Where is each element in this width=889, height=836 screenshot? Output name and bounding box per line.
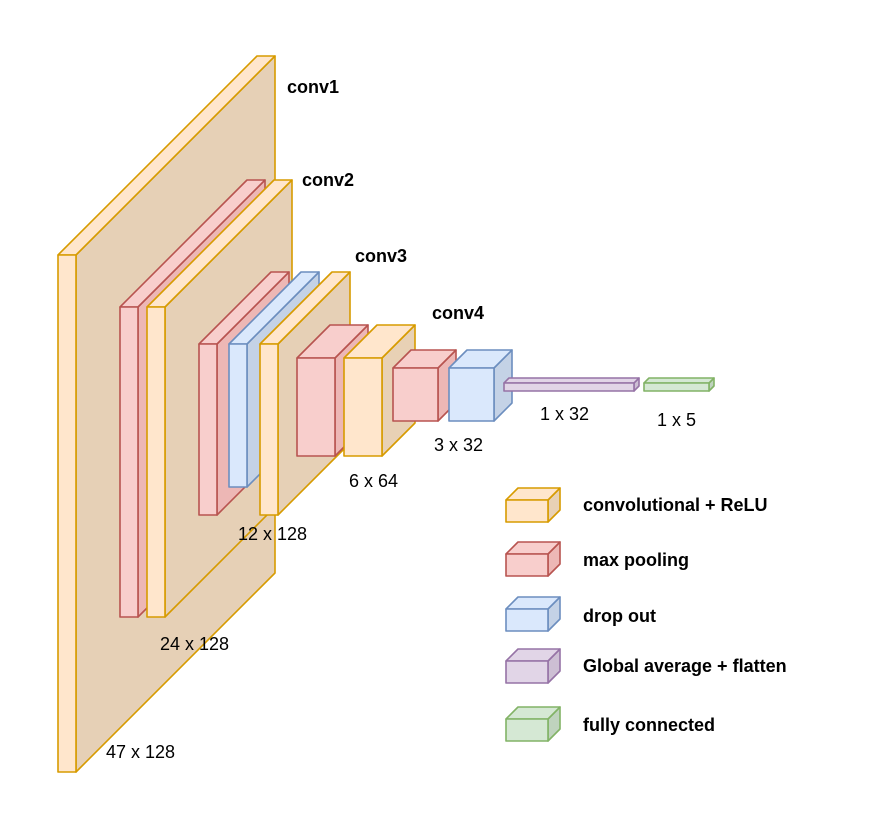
fully-connected-block bbox=[643, 377, 715, 392]
final-drop-block-front-face bbox=[448, 367, 495, 422]
layer-blocks bbox=[57, 55, 715, 773]
legend-swatch-conv-front-face bbox=[505, 499, 549, 523]
final-pool-block-front-face bbox=[392, 367, 439, 422]
legend-swatch-fc-front-face bbox=[505, 718, 549, 742]
legend-swatch-drop bbox=[505, 596, 561, 632]
legend-swatch-gap bbox=[505, 648, 561, 684]
stage-label-conv1: conv1 bbox=[287, 77, 339, 97]
stage-label-conv4: conv4 bbox=[432, 303, 484, 323]
conv4-pool-block-front-face bbox=[296, 357, 336, 457]
legend-swatch-gap-front-face bbox=[505, 660, 549, 684]
dim-label-1x5: 1 x 5 bbox=[657, 410, 696, 430]
legend-swatch-fc bbox=[505, 706, 561, 742]
stage-label-conv3: conv3 bbox=[355, 246, 407, 266]
legend-label-conv: convolutional + ReLU bbox=[583, 495, 768, 515]
conv3-pool-block-front-face bbox=[198, 343, 218, 516]
dim-label-24x128: 24 x 128 bbox=[160, 634, 229, 654]
conv2-conv-block-front-face bbox=[146, 306, 166, 618]
conv1-block-front-face bbox=[57, 254, 77, 773]
conv3-conv-block-front-face bbox=[259, 343, 279, 516]
conv3-drop-block-front-face bbox=[228, 343, 248, 488]
gap-flatten-block bbox=[503, 377, 640, 392]
legend-label-pool: max pooling bbox=[583, 550, 689, 570]
dim-label-6x64: 6 x 64 bbox=[349, 471, 398, 491]
conv4-conv-block bbox=[343, 324, 416, 457]
dim-label-1x32: 1 x 32 bbox=[540, 404, 589, 424]
dim-label-47x128: 47 x 128 bbox=[106, 742, 175, 762]
gap-flatten-block-front-face bbox=[503, 382, 635, 392]
fully-connected-block-front-face bbox=[643, 382, 710, 392]
legend-swatch-pool bbox=[505, 541, 561, 577]
legend-label-gap: Global average + flatten bbox=[583, 656, 787, 676]
conv4-conv-block-front-face bbox=[343, 357, 383, 457]
legend-swatch-conv bbox=[505, 487, 561, 523]
legend-label-drop: drop out bbox=[583, 606, 656, 626]
conv2-pool-block-front-face bbox=[119, 306, 139, 618]
legend-swatch-pool-front-face bbox=[505, 553, 549, 577]
legend-swatch-drop-front-face bbox=[505, 608, 549, 632]
legend-swatches bbox=[505, 487, 561, 742]
dim-label-12x128: 12 x 128 bbox=[238, 524, 307, 544]
dim-label-3x32: 3 x 32 bbox=[434, 435, 483, 455]
final-pool-block bbox=[392, 349, 457, 422]
final-drop-block bbox=[448, 349, 513, 422]
legend-label-fc: fully connected bbox=[583, 715, 715, 735]
stage-label-conv2: conv2 bbox=[302, 170, 354, 190]
